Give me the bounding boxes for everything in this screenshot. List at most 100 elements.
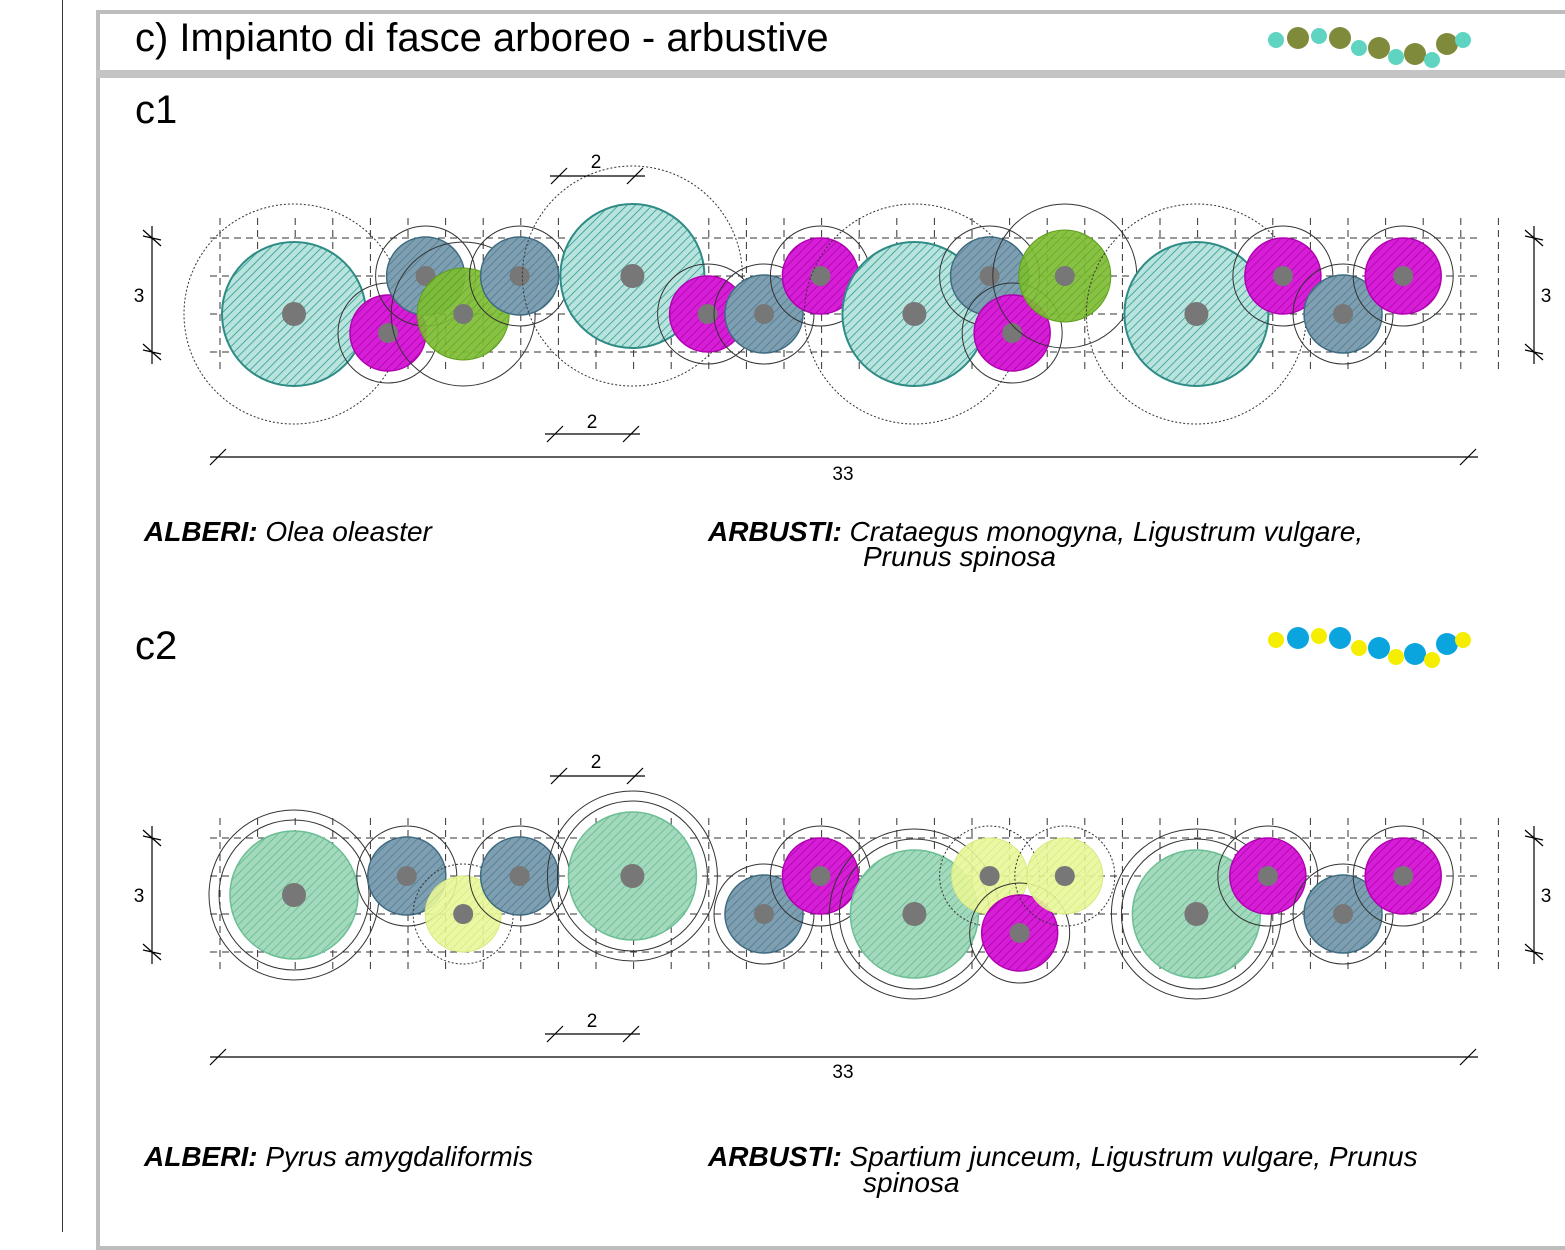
swatch-dot — [1455, 632, 1471, 648]
dim-tick — [142, 943, 162, 961]
canopy-outline — [356, 825, 458, 927]
canopy-outline — [390, 241, 536, 387]
canopy-outline — [1110, 828, 1282, 1000]
dim-tick — [1524, 229, 1544, 247]
plant-center-dot — [453, 304, 474, 324]
swatch-dot — [1329, 27, 1351, 49]
dim-tick — [142, 829, 162, 847]
section-label-c2: c2 — [135, 624, 178, 668]
dim-length-c1: 33 — [832, 464, 853, 485]
plant-center-dot — [453, 904, 474, 924]
plant-center-dot — [1054, 866, 1075, 886]
color-swatch-c2 — [1268, 627, 1471, 668]
swatch-dot — [1388, 649, 1404, 665]
canopy-outline — [961, 282, 1063, 384]
dim-tick — [550, 767, 568, 785]
plant-center-dot — [1333, 304, 1354, 324]
dim-tick — [622, 425, 640, 443]
plant-center-dot — [378, 323, 398, 343]
plant-center-dot — [1393, 266, 1414, 286]
swatch-dot — [1424, 652, 1440, 668]
dim-tick — [546, 1025, 564, 1043]
plant-center-dot — [1272, 266, 1293, 286]
trees-legend-c2: ALBERI: Pyrus amygdaliformis — [144, 1143, 533, 1171]
dimensions-c1: 2 2 33 3 3 — [134, 152, 1552, 485]
swatch-dot — [1388, 49, 1404, 65]
plants-c2 — [208, 790, 1454, 1000]
dim-tick — [1459, 1048, 1477, 1066]
canopy-outline — [1014, 825, 1116, 927]
dim-spacing-bottom-c1: 2 — [587, 412, 598, 433]
swatch-dot — [1404, 643, 1426, 665]
plant-center-dot — [1184, 302, 1209, 326]
dim-tick — [1524, 943, 1544, 961]
dimensions-c2: 2 2 33 3 3 — [134, 752, 1552, 1083]
canopy-outline — [969, 882, 1071, 984]
swatch-dot — [1268, 632, 1284, 648]
shrubs-species-line1: Spartium junceum, Ligustrum vulgare, Pru… — [849, 1141, 1418, 1172]
plant-center-dot — [979, 266, 1000, 286]
dim-width-right-c1: 3 — [1541, 286, 1552, 307]
dim-tick — [626, 167, 644, 185]
dim-tick — [209, 1048, 227, 1066]
plant-center-dot — [282, 302, 306, 326]
dim-spacing-bottom-c2: 2 — [587, 1011, 598, 1032]
plant-center-dot — [810, 266, 831, 286]
plant-center-dot — [697, 304, 718, 324]
swatch-dot — [1311, 28, 1327, 44]
plant-center-dot — [1393, 866, 1414, 886]
plant-center-dot — [902, 302, 927, 326]
canopy-outline — [546, 790, 718, 962]
plant-center-dot — [979, 866, 1000, 886]
dim-width-left-c2: 3 — [134, 886, 145, 907]
swatch-dot — [1368, 637, 1390, 659]
swatch-dot — [1351, 40, 1367, 56]
dim-length-c2: 33 — [832, 1062, 853, 1083]
dim-tick — [142, 343, 162, 361]
section-label-c1: c1 — [135, 88, 178, 132]
swatch-dot — [1268, 32, 1284, 48]
dim-width-right-c2: 3 — [1541, 886, 1552, 907]
trees-label: ALBERI: — [144, 1141, 258, 1172]
swatch-dot — [1424, 52, 1440, 68]
sheet-margin-line — [62, 0, 63, 1232]
canopy-outline — [1352, 825, 1454, 927]
swatch-dot — [1436, 33, 1458, 55]
swatch-dot — [1436, 633, 1458, 655]
dim-tick — [622, 1025, 640, 1043]
plants-c1 — [183, 165, 1454, 425]
swatch-dot — [1287, 627, 1309, 649]
shrubs-label: ARBUSTI: — [708, 1141, 842, 1172]
plant-center-dot — [1054, 266, 1075, 286]
dim-tick — [142, 229, 162, 247]
canopy-outline — [1292, 863, 1394, 965]
shrubs-legend-c1: ARBUSTI: Crataegus monogyna, Ligustrum v… — [708, 518, 1363, 546]
shrubs-species-line2: spinosa — [863, 1167, 960, 1198]
plant-center-dot — [1009, 923, 1030, 943]
dim-tick — [550, 167, 568, 185]
plant-center-dot — [282, 883, 306, 907]
dim-tick — [209, 448, 227, 466]
shrubs-species-line2: Prunus spinosa — [863, 541, 1057, 572]
swatch-dot — [1287, 27, 1309, 49]
trees-species: Olea oleaster — [265, 516, 432, 547]
plant-center-dot — [396, 866, 417, 886]
dim-tick — [1459, 448, 1477, 466]
trees-label: ALBERI: — [144, 516, 258, 547]
plant-center-dot — [902, 902, 927, 926]
trees-legend-c1: ALBERI: Olea oleaster — [144, 518, 432, 546]
canopy-outline — [1217, 825, 1319, 927]
canopy-outline — [1292, 263, 1394, 365]
swatch-dot — [1455, 32, 1471, 48]
plant-center-dot — [754, 904, 774, 924]
canopy-outline — [556, 800, 708, 952]
plant-center-dot — [1333, 904, 1354, 924]
trees-species: Pyrus amygdaliformis — [265, 1141, 533, 1172]
swatch-dot — [1311, 628, 1327, 644]
canopy-outline — [521, 165, 743, 387]
dim-tick — [546, 425, 564, 443]
plant-center-dot — [1257, 866, 1278, 886]
dim-spacing-top-c1: 2 — [591, 152, 602, 173]
